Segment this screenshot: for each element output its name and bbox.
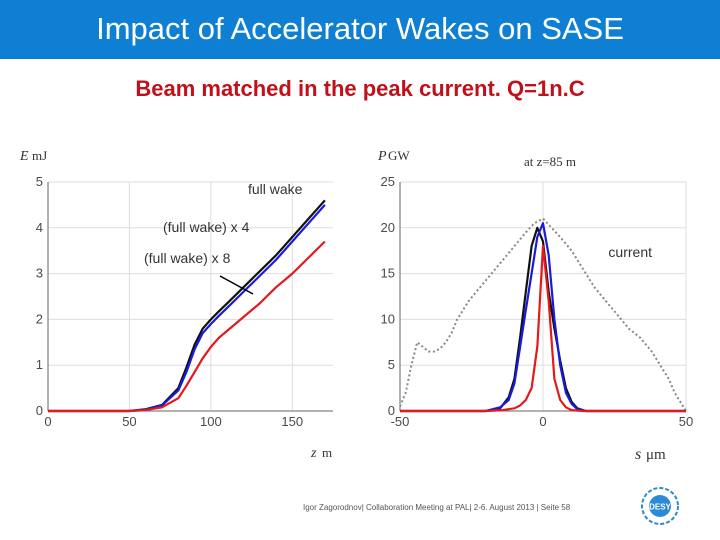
y-tick-label: 20 <box>381 220 395 235</box>
x-tick-label: 50 <box>122 414 136 429</box>
footer-text: Igor Zagorodnov| Collaboration Meeting a… <box>303 503 571 512</box>
title-bar: Impact of Accelerator Wakes on SASE <box>0 0 720 59</box>
annotation-label: (full wake) x 4 <box>163 219 250 235</box>
y-tick-label: 5 <box>36 174 43 189</box>
desy-logo-icon: DESY <box>641 487 679 525</box>
y-axis-unit: mJ <box>32 148 47 163</box>
y-tick-label: 25 <box>381 174 395 189</box>
y-axis-unit: GW <box>388 148 410 163</box>
x-axis-unit: μm <box>646 447 666 463</box>
x-tick-label: 0 <box>539 414 546 429</box>
annotation-label: (full wake) x 8 <box>144 250 231 266</box>
series-line-1 <box>48 204 326 413</box>
y-tick-label: 0 <box>388 403 395 418</box>
series-line-3 <box>400 245 686 413</box>
y-tick-label: 15 <box>381 266 395 281</box>
x-axis-symbol: s <box>635 446 641 463</box>
x-tick-label: -50 <box>391 414 410 429</box>
y-axis-symbol: P <box>377 149 387 164</box>
annotation-label: full wake <box>248 181 303 197</box>
x-tick-label: 0 <box>44 414 51 429</box>
y-tick-label: 4 <box>36 220 43 235</box>
y-axis-symbol: E <box>19 149 29 164</box>
y-tick-label: 1 <box>36 357 43 372</box>
chart-title: at z=85 m <box>524 154 576 169</box>
y-tick-label: 10 <box>381 311 395 326</box>
x-tick-label: 100 <box>200 414 222 429</box>
series-line-0 <box>399 217 687 412</box>
x-axis-unit: m <box>322 445 332 460</box>
y-tick-label: 0 <box>36 403 43 418</box>
energy-chart: 0 50 100 150 0 1 2 3 4 5E mJ z m full wake (full wake)… <box>19 148 333 461</box>
series-line-2 <box>48 240 326 413</box>
slide-subtitle: Beam matched in the peak current. Q=1n.C <box>135 76 585 101</box>
y-tick-label: 5 <box>388 357 395 372</box>
logo-text: DESY <box>649 503 671 512</box>
annotation-label: current <box>608 244 652 260</box>
x-tick-label: 150 <box>281 414 303 429</box>
y-tick-label: 2 <box>36 311 43 326</box>
x-axis-symbol: z <box>310 446 317 461</box>
x-tick-label: 50 <box>679 414 693 429</box>
annotation-leader-line <box>219 275 254 295</box>
series-line-2 <box>400 222 686 413</box>
y-tick-label: 3 <box>36 266 43 281</box>
slide-title: Impact of Accelerator Wakes on SASE <box>96 11 624 46</box>
